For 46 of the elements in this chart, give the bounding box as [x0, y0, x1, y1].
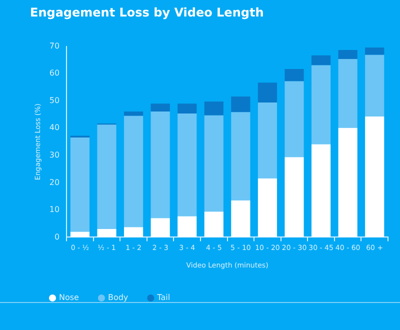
bar: [124, 116, 144, 228]
bar: [204, 101, 224, 116]
bar: [178, 104, 197, 114]
bar: [365, 116, 384, 238]
bar: [311, 55, 331, 66]
bar: [365, 54, 384, 116]
bar: [178, 113, 197, 216]
bar: [204, 212, 224, 238]
bar: [70, 137, 90, 232]
y-tick-label: 20: [49, 178, 60, 187]
y-tick-label: 30: [49, 150, 60, 160]
bar: [284, 69, 304, 82]
bar: [284, 157, 304, 238]
y-tick-label: 50: [49, 96, 60, 105]
bar: [311, 65, 331, 144]
bar: [70, 232, 90, 238]
bar: [258, 178, 278, 238]
bar: [178, 216, 197, 238]
bar: [124, 112, 144, 116]
bar: [284, 81, 304, 158]
bar: [258, 102, 278, 178]
bar: [97, 124, 116, 230]
y-tick-label: 70: [49, 41, 60, 50]
bar: [338, 58, 358, 128]
bar: [231, 200, 250, 238]
bar: [150, 112, 170, 218]
bar: [231, 112, 250, 200]
bar: [311, 144, 331, 238]
bar: [97, 229, 116, 238]
bar: [204, 115, 224, 212]
legend-label: Body: [108, 293, 128, 302]
bar: [338, 50, 358, 59]
bar: [258, 82, 278, 103]
bar: [150, 104, 170, 112]
y-tick-label: 40: [49, 123, 60, 132]
legend-label: Tail: [156, 293, 170, 302]
legend-label: Nose: [59, 293, 80, 302]
bar: [365, 47, 384, 55]
y-tick-label: 60: [49, 68, 60, 78]
bar: [231, 96, 250, 112]
bar: [150, 218, 170, 238]
chart-title: Engagement Loss by Video Length: [30, 5, 264, 20]
bar: [124, 227, 144, 238]
y-tick-label: 0: [54, 232, 60, 242]
bar: [338, 128, 358, 238]
y-tick-label: 10: [49, 205, 60, 214]
